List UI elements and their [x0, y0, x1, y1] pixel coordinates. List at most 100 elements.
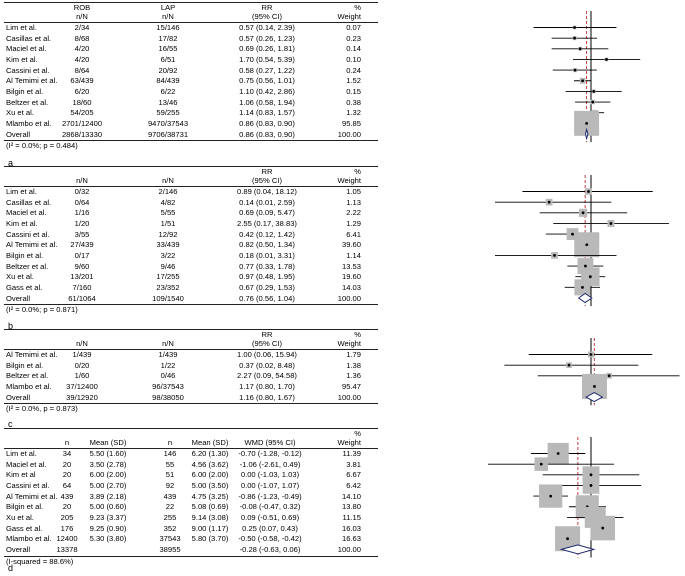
row-m1: 6.00 (2.00) — [89, 470, 127, 480]
row-est: 2.55 (0.17, 38.83) — [237, 218, 297, 228]
row-g1: 0/64 — [74, 197, 90, 207]
point-estimate — [592, 90, 596, 93]
row-est: 1.00 (0.06, 15.94) — [237, 350, 297, 359]
row-study: Beltzer et al. — [6, 371, 49, 381]
row-n1: 20 — [62, 502, 72, 512]
row-study: Kim et al — [6, 470, 36, 480]
row-n2: 352 — [163, 523, 177, 533]
row-est: 0.18 (0.01, 3.31) — [239, 250, 295, 260]
row-g2: 6/22 — [160, 86, 176, 96]
row-g1: 1/20 — [74, 218, 90, 228]
row-n1: 205 — [60, 512, 74, 522]
row-study: Bilgin et al. — [6, 250, 44, 260]
row-g1: 2/34 — [74, 23, 90, 32]
point-estimate — [607, 374, 611, 378]
column-subheader-est: WMD (95% CI) — [244, 438, 296, 447]
point-estimate — [573, 26, 576, 29]
row-m2: 5.08 (0.69) — [191, 502, 229, 512]
panel-label: a — [8, 158, 14, 168]
row-est: 0.00 (-1.03, 1.03) — [240, 470, 300, 480]
point-estimate — [609, 222, 613, 225]
row-est: 0.75 (0.56, 1.01) — [239, 76, 295, 86]
row-n2: 255 — [163, 512, 177, 522]
row-g2: 16/55 — [158, 44, 178, 54]
row-n1: 34 — [62, 449, 72, 458]
row-study: Al Temimi et al. — [6, 350, 58, 359]
row-study: Lim et al. — [6, 449, 37, 458]
column-header-w: % — [354, 167, 361, 176]
row-m1: 5.30 (3.80) — [89, 534, 127, 544]
row-w: 0.23 — [346, 33, 361, 43]
table-top-rule — [4, 428, 378, 429]
row-est: 1.06 (0.58, 1.94) — [239, 97, 295, 107]
row-w: 11.15 — [342, 512, 361, 522]
column-subheader-g2: n/N — [162, 176, 174, 185]
row-est: 0.09 (-0.51, 0.69) — [240, 512, 300, 522]
column-subheader-est: (95% CI) — [252, 176, 282, 185]
row-study: Lim et al. — [6, 23, 37, 32]
column-subheader-w: Weight — [337, 438, 362, 447]
row-est: 1.70 (0.54, 5.39) — [239, 54, 295, 64]
row-g1: 4/20 — [74, 54, 90, 64]
row-est: 1.10 (0.42, 2.86) — [239, 86, 295, 96]
overall-n2: 38955 — [159, 544, 181, 554]
row-est: 0.89 (0.04, 18.12) — [237, 187, 297, 196]
row-est: -0.50 (-0.58, -0.42) — [238, 534, 302, 544]
row-g1: 18/60 — [72, 97, 92, 107]
point-estimate — [585, 121, 588, 125]
row-study: Casillas et al. — [6, 33, 52, 43]
row-m2: 5.00 (3.50) — [191, 480, 229, 490]
row-w: 2.22 — [346, 208, 361, 218]
row-g2: 3/22 — [160, 250, 176, 260]
row-study: Xu et al. — [6, 272, 34, 282]
row-n1: 20 — [62, 459, 72, 469]
row-g2: 17/255 — [156, 272, 180, 282]
row-study: Mlambo et al. — [6, 381, 52, 391]
row-study: Mlambo et al. — [6, 118, 52, 128]
row-m1: 3.50 (2.78) — [89, 459, 127, 469]
column-header-est: RR — [261, 3, 273, 12]
point-estimate — [587, 190, 590, 193]
row-g2: 23/352 — [156, 282, 180, 292]
row-study: Lim et al. — [6, 187, 37, 196]
row-g1: 2701/12400 — [61, 118, 103, 128]
row-study: Kim et al. — [6, 218, 38, 228]
overall-n1: 13378 — [56, 544, 78, 554]
row-est: -0.70 (-1.28, -0.12) — [238, 449, 302, 458]
table-header-rule — [4, 448, 378, 449]
point-estimate — [556, 452, 560, 455]
point-estimate — [549, 494, 553, 498]
row-g2: 59/255 — [156, 108, 180, 118]
row-n2: 22 — [165, 502, 175, 512]
row-g2: 6/51 — [160, 54, 176, 64]
row-g1: 54/205 — [70, 108, 94, 118]
row-m1: 5.00 (0.60) — [89, 502, 127, 512]
overall-g2: 109/1540 — [152, 293, 184, 303]
row-g1: 4/20 — [74, 44, 90, 54]
row-w: 13.53 — [341, 261, 361, 271]
row-w: 16.03 — [341, 523, 361, 533]
column-subheader-g1: n/N — [76, 176, 88, 185]
row-study: Xu et al. — [6, 512, 34, 522]
row-est: -0.86 (-1.23, -0.49) — [238, 491, 302, 501]
row-est: -0.08 (-0.47, 0.32) — [239, 502, 301, 512]
row-est: 0.69 (0.09, 5.47) — [239, 208, 295, 218]
row-w: 0.14 — [346, 44, 361, 54]
point-estimate — [589, 473, 593, 477]
row-w: 14.03 — [341, 282, 361, 292]
overall-w: 100.00 — [337, 293, 361, 303]
row-g2: 84/439 — [156, 76, 180, 86]
table-bottom-rule — [4, 555, 378, 557]
row-g1: 0/32 — [74, 187, 90, 196]
point-estimate — [584, 264, 587, 268]
table-header-rule — [4, 349, 378, 350]
row-w: 1.36 — [346, 371, 361, 381]
column-subheader-w: Weight — [337, 339, 362, 348]
point-estimate — [567, 363, 571, 367]
row-study: Bilgin et al. — [6, 360, 44, 370]
row-w: 1.14 — [346, 250, 361, 260]
table-top-rule — [4, 329, 378, 330]
row-est: 0.69 (0.26, 1.81) — [239, 44, 295, 54]
